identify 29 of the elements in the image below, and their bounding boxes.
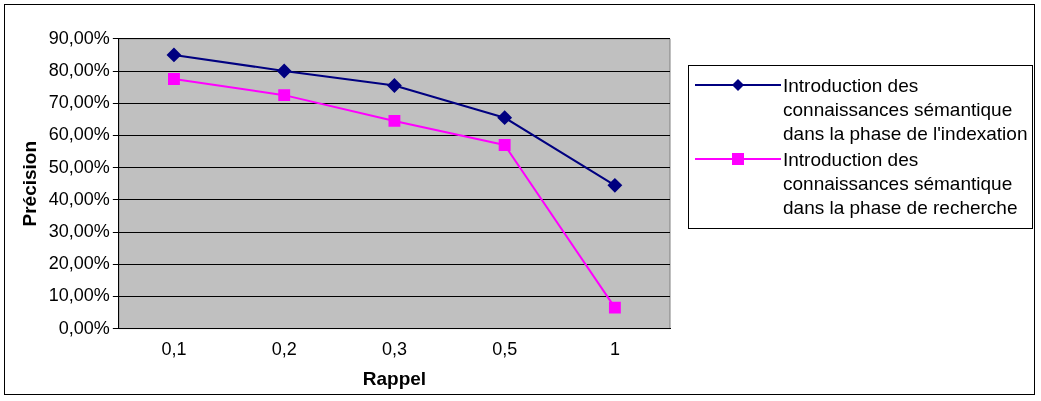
point [387, 78, 402, 93]
point [498, 139, 511, 152]
legend-label: Introduction des connaissances sémantique dans la phase de recherche [783, 148, 1019, 220]
y-tick-label: 20,00% [48, 253, 110, 274]
x-tick-label: 0,2 [271, 339, 297, 360]
point [277, 64, 292, 78]
y-tick-label: 80,00% [48, 59, 110, 80]
x-tick-label: 0,3 [381, 339, 407, 360]
point [607, 178, 622, 193]
legend-label: Introduction des connaissances sémantique dans la phase de l'indexation [783, 74, 1028, 146]
x-tick-label: 0,5 [492, 339, 518, 360]
x-tick-label: 0,1 [161, 339, 187, 360]
y-tick-label: 0,00% [58, 317, 110, 338]
point [166, 47, 181, 62]
point [608, 301, 621, 314]
x-tick-label: 1 [609, 339, 620, 360]
y-axis-title: Précision [18, 140, 40, 227]
y-tick-label: 90,00% [48, 27, 110, 48]
point [388, 114, 401, 127]
point [168, 73, 180, 85]
y-tick-label: 30,00% [48, 220, 110, 241]
point [278, 89, 291, 102]
point [497, 110, 512, 125]
y-tick-label: 60,00% [48, 124, 110, 145]
y-tick-label: 40,00% [48, 188, 110, 209]
y-tick-label: 50,00% [48, 156, 110, 177]
x-axis-title: Rappel [362, 367, 427, 389]
y-tick-label: 70,00% [48, 92, 110, 113]
y-tick-label: 10,00% [48, 285, 110, 306]
